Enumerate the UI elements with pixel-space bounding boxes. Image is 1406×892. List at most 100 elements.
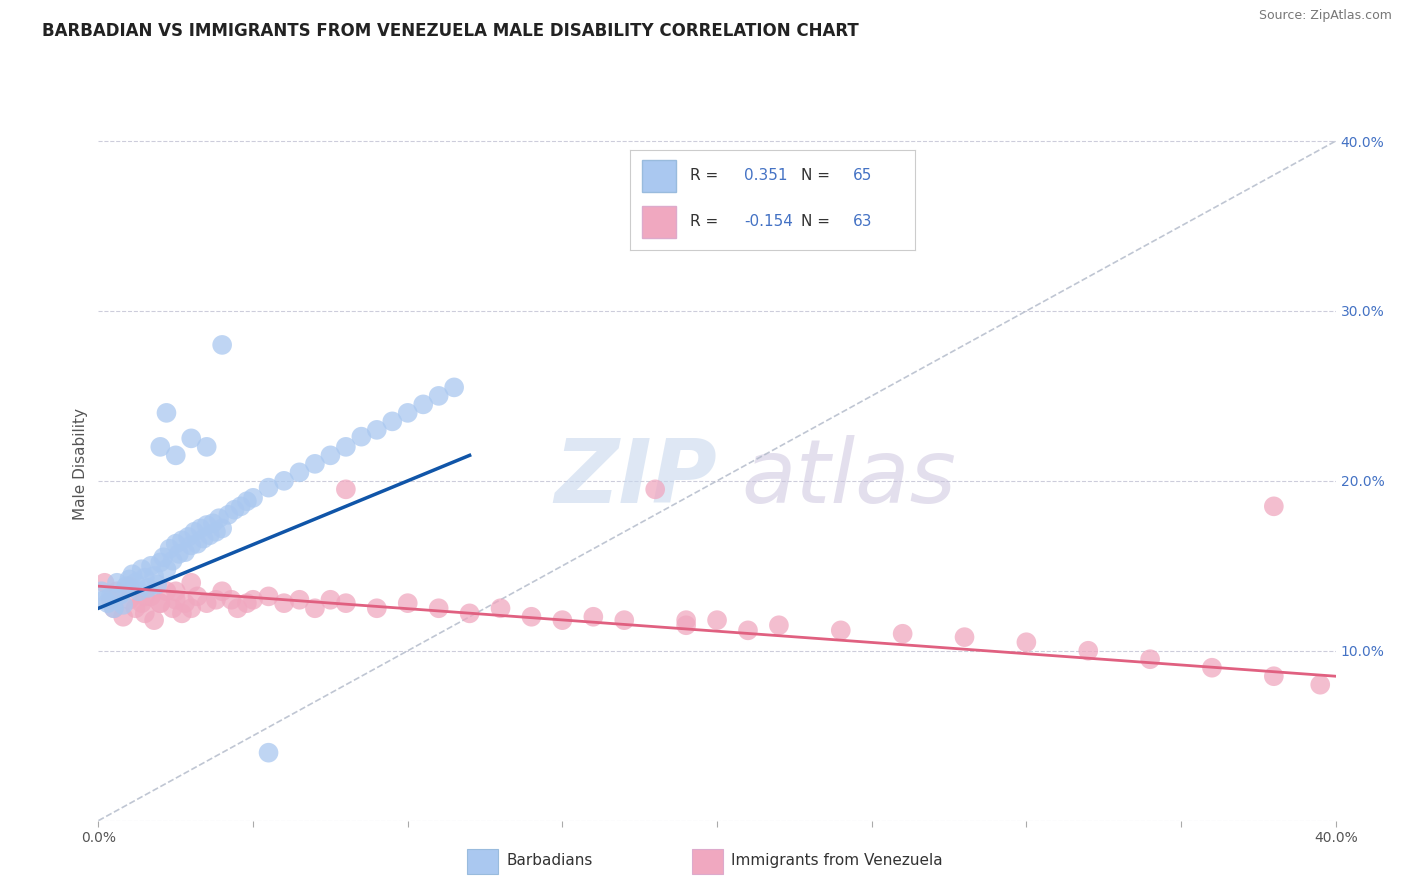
- Point: [427, 389, 450, 403]
- Point: [134, 571, 156, 585]
- Point: [93, 575, 115, 590]
- Point: [208, 511, 231, 525]
- Point: [273, 596, 295, 610]
- Point: [121, 567, 143, 582]
- Point: [97, 596, 120, 610]
- Point: [273, 474, 295, 488]
- Point: [180, 601, 202, 615]
- Text: N =: N =: [801, 214, 830, 229]
- Point: [112, 598, 135, 612]
- Point: [131, 596, 153, 610]
- Point: [226, 601, 249, 615]
- Point: [224, 502, 246, 516]
- Point: [103, 601, 125, 615]
- Point: [350, 430, 373, 444]
- Text: R =: R =: [690, 169, 718, 184]
- Point: [149, 596, 172, 610]
- Point: [186, 590, 208, 604]
- Point: [288, 592, 311, 607]
- Point: [155, 406, 177, 420]
- Point: [131, 562, 153, 576]
- Point: [115, 579, 138, 593]
- Point: [236, 596, 259, 610]
- Text: ZIP: ZIP: [554, 434, 717, 522]
- Point: [236, 494, 259, 508]
- Point: [366, 601, 388, 615]
- Point: [1263, 669, 1285, 683]
- Point: [155, 584, 177, 599]
- Point: [381, 414, 404, 428]
- Point: [134, 590, 156, 604]
- Point: [165, 448, 187, 462]
- Point: [366, 423, 388, 437]
- Point: [335, 596, 357, 610]
- Point: [675, 618, 697, 632]
- Point: [1263, 500, 1285, 514]
- Point: [706, 613, 728, 627]
- Y-axis label: Male Disability: Male Disability: [73, 408, 89, 520]
- Point: [149, 440, 172, 454]
- Point: [229, 500, 252, 514]
- Point: [830, 624, 852, 638]
- Point: [644, 483, 666, 497]
- Point: [737, 624, 759, 638]
- Point: [443, 380, 465, 394]
- Point: [155, 562, 177, 576]
- Point: [1139, 652, 1161, 666]
- Point: [396, 406, 419, 420]
- Text: 65: 65: [852, 169, 872, 184]
- Point: [143, 569, 166, 583]
- Point: [198, 528, 221, 542]
- Point: [768, 618, 790, 632]
- Point: [489, 601, 512, 615]
- Text: -0.154: -0.154: [744, 214, 793, 229]
- Text: atlas: atlas: [742, 435, 956, 521]
- Point: [143, 613, 166, 627]
- Point: [100, 592, 122, 607]
- Point: [1309, 678, 1331, 692]
- Point: [183, 524, 205, 539]
- Point: [105, 575, 128, 590]
- Text: BARBADIAN VS IMMIGRANTS FROM VENEZUELA MALE DISABILITY CORRELATION CHART: BARBADIAN VS IMMIGRANTS FROM VENEZUELA M…: [42, 22, 859, 40]
- Point: [211, 521, 233, 535]
- Point: [304, 457, 326, 471]
- Point: [319, 448, 342, 462]
- Point: [108, 588, 131, 602]
- Point: [146, 577, 169, 591]
- Point: [174, 596, 197, 610]
- Point: [195, 596, 218, 610]
- Point: [152, 550, 174, 565]
- Point: [551, 613, 574, 627]
- Point: [257, 481, 280, 495]
- Point: [288, 466, 311, 480]
- Point: [412, 397, 434, 411]
- Point: [118, 579, 141, 593]
- Point: [149, 555, 172, 569]
- Bar: [641, 206, 676, 238]
- Text: 0.351: 0.351: [744, 169, 787, 184]
- Point: [1077, 644, 1099, 658]
- Text: Immigrants from Venezuela: Immigrants from Venezuela: [731, 854, 943, 868]
- Point: [217, 508, 239, 522]
- Point: [186, 537, 208, 551]
- Bar: [641, 160, 676, 192]
- Text: N =: N =: [801, 169, 830, 184]
- Point: [128, 584, 150, 599]
- Point: [118, 592, 141, 607]
- Point: [170, 607, 193, 621]
- Point: [195, 440, 218, 454]
- Point: [165, 584, 187, 599]
- Point: [162, 554, 184, 568]
- Point: [335, 440, 357, 454]
- Point: [177, 530, 200, 544]
- Point: [242, 592, 264, 607]
- Point: [149, 596, 172, 610]
- Point: [257, 590, 280, 604]
- Point: [139, 590, 162, 604]
- Point: [304, 601, 326, 615]
- Point: [205, 524, 228, 539]
- Point: [165, 537, 187, 551]
- Point: [396, 596, 419, 610]
- Point: [319, 592, 342, 607]
- Point: [124, 601, 146, 615]
